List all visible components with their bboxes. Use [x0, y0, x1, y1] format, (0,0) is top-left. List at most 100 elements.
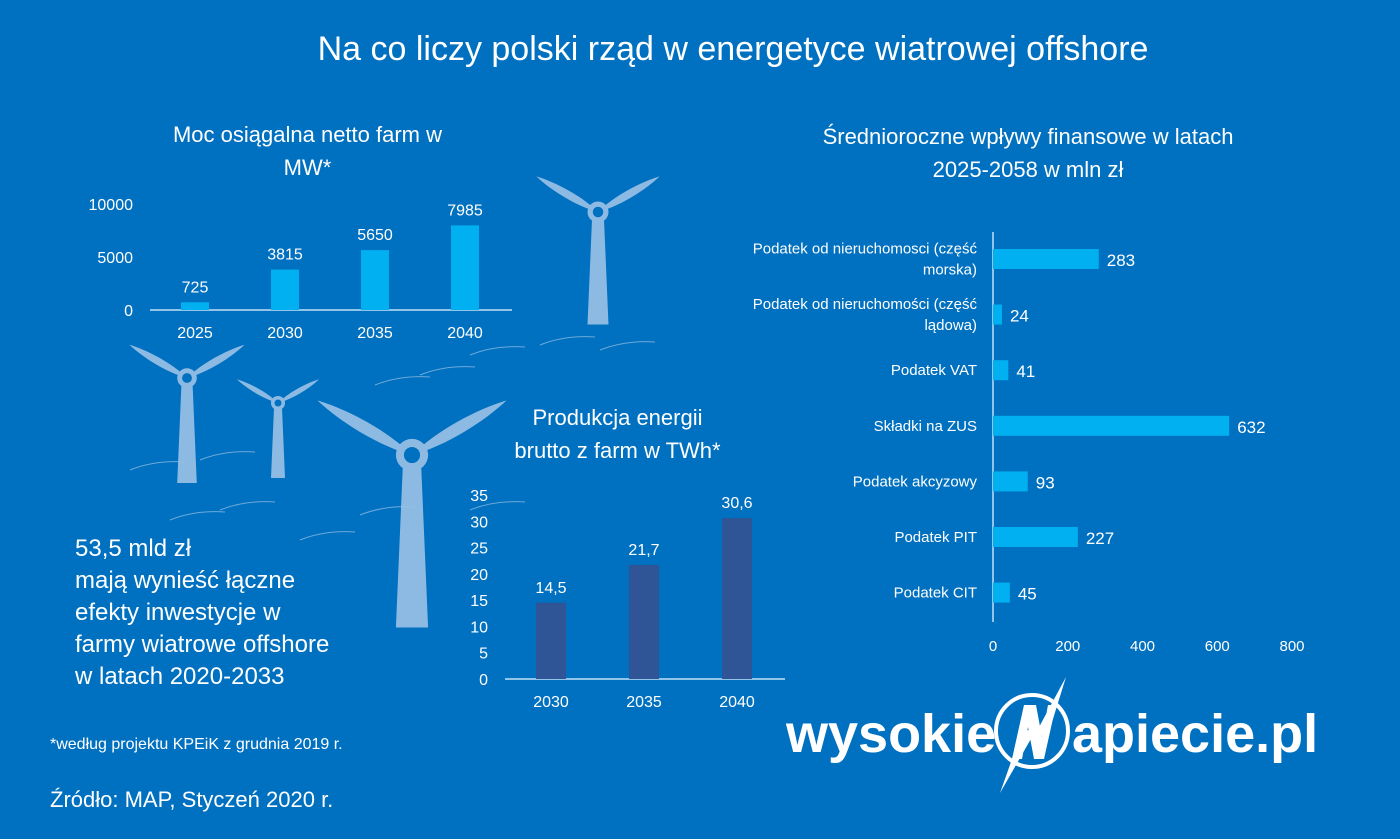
turbine-blade — [405, 455, 419, 565]
turbine-hub-center — [182, 373, 192, 383]
category-label: morska) — [923, 262, 977, 279]
x-tick-label: 600 — [1205, 638, 1230, 655]
category-label: Podatek od nieruchomości (część — [753, 296, 978, 313]
bar — [993, 360, 1009, 381]
wave-line — [129, 461, 186, 471]
logo-text-right: apiecie.pl — [1072, 704, 1316, 764]
category-label: Podatek VAT — [891, 362, 977, 379]
y-tick-label: 5 — [479, 646, 488, 663]
wind-turbine-icon — [536, 176, 660, 325]
turbine-blade — [278, 379, 320, 403]
bar — [629, 564, 659, 679]
chart1-capacity: 0 5000 10000 725 2025 3815 2030 5650 2035 7985 204… — [89, 197, 512, 342]
logo: wysokie apiecie.pl — [786, 677, 1316, 793]
data-label: 5650 — [357, 227, 393, 244]
chart3-revenues: 0 200 400 600 800 283 Podatek od nieruchomosci… — [753, 232, 1305, 655]
y-tick-label: 0 — [479, 672, 488, 689]
wind-turbine-icon — [236, 379, 320, 478]
x-tick-label: 2035 — [626, 694, 662, 711]
bar — [993, 471, 1028, 492]
bar — [722, 518, 752, 679]
data-label: 21,7 — [628, 542, 659, 559]
y-tick-label: 30 — [470, 514, 488, 531]
turbine-blade — [183, 378, 191, 445]
note-line: w latach 2020-2033 — [75, 663, 285, 690]
data-label: 30,6 — [721, 495, 752, 512]
y-tick-label: 10000 — [89, 197, 134, 214]
wave-line — [599, 341, 656, 351]
wind-turbine-icon — [129, 344, 245, 483]
y-tick-label: 5000 — [97, 250, 133, 267]
chart2-production: 0 5 10 15 20 25 30 35 14,5 2030 21,7 2035 30,6 2040 — [470, 488, 785, 711]
data-label: 41 — [1016, 362, 1035, 381]
wave-line — [219, 501, 276, 511]
chart2-title-line: brutto z farm w TWh* — [514, 438, 721, 463]
note-line: efekty inwestycje w — [75, 599, 281, 626]
x-tick-label: 800 — [1279, 638, 1304, 655]
wave-line — [374, 376, 431, 386]
wave-line — [199, 451, 256, 461]
wave-line — [419, 366, 476, 376]
investment-note: 53,5 mld zł mają wynieść łączne efekty i… — [75, 533, 329, 693]
wave-line — [359, 506, 416, 516]
chart3-title-line: 2025-2058 w mln zł — [932, 157, 1124, 182]
x-tick-label: 0 — [989, 638, 997, 655]
category-label: lądowa) — [924, 317, 977, 334]
page-title: Na co liczy polski rząd w energetyce wia… — [317, 30, 1149, 68]
note-line: 53,5 mld zł — [75, 535, 192, 562]
category-label: Podatek akcyzowy — [853, 473, 978, 490]
y-tick-label: 15 — [470, 593, 488, 610]
x-tick-label: 2030 — [267, 325, 303, 342]
data-label: 227 — [1086, 529, 1114, 548]
turbine-hub-center — [403, 446, 421, 464]
x-tick-label: 200 — [1055, 638, 1080, 655]
data-label: 93 — [1036, 473, 1055, 492]
turbine-blade — [536, 176, 598, 212]
category-label: Podatek PIT — [894, 529, 977, 546]
y-tick-label: 20 — [470, 567, 488, 584]
data-label: 14,5 — [535, 580, 566, 597]
y-tick-label: 25 — [470, 541, 488, 558]
category-label: Podatek od nieruchomosci (część — [753, 241, 978, 258]
turbine-blade — [236, 379, 278, 403]
lightning-n-icon — [994, 677, 1070, 793]
note-line: mają wynieść łączne — [75, 567, 296, 594]
turbine-blade — [187, 344, 245, 378]
footnote: *według projektu KPEiK z grudnia 2019 r. — [50, 736, 343, 753]
wave-line — [299, 531, 356, 541]
turbine-blade — [317, 400, 412, 455]
data-label: 632 — [1237, 418, 1265, 437]
x-tick-label: 400 — [1130, 638, 1155, 655]
bar — [451, 225, 479, 310]
wave-line — [469, 346, 526, 356]
category-label: Podatek CIT — [894, 585, 977, 602]
data-label: 283 — [1107, 251, 1135, 270]
wave-line — [539, 336, 596, 346]
note-line: farmy wiatrowe offshore — [75, 631, 330, 658]
wave-line — [169, 511, 226, 521]
data-label: 3815 — [267, 247, 303, 264]
turbine-hub-center — [274, 399, 282, 407]
x-tick-label: 2040 — [447, 325, 483, 342]
turbine-blade — [129, 344, 187, 378]
turbine-blade — [598, 176, 660, 212]
bar — [271, 269, 299, 310]
turbine-hub-center — [592, 206, 604, 218]
x-tick-label: 2025 — [177, 325, 213, 342]
bar — [993, 304, 1002, 325]
bar — [993, 527, 1078, 547]
chart3-title-line: Średnioroczne wpływy finansowe w latach — [822, 124, 1234, 149]
x-tick-label: 2030 — [533, 694, 569, 711]
y-tick-label: 35 — [470, 488, 488, 505]
data-label: 725 — [182, 279, 209, 296]
bar — [181, 302, 209, 310]
logo-text-left: wysokie — [786, 704, 996, 764]
chart2-title-line: Produkcja energii — [532, 405, 703, 430]
chart1-title-line: MW* — [283, 155, 332, 180]
y-tick-label: 10 — [470, 619, 488, 636]
turbine-blade — [412, 400, 507, 455]
source: Źródło: MAP, Styczeń 2020 r. — [50, 787, 334, 812]
x-tick-label: 2035 — [357, 325, 393, 342]
